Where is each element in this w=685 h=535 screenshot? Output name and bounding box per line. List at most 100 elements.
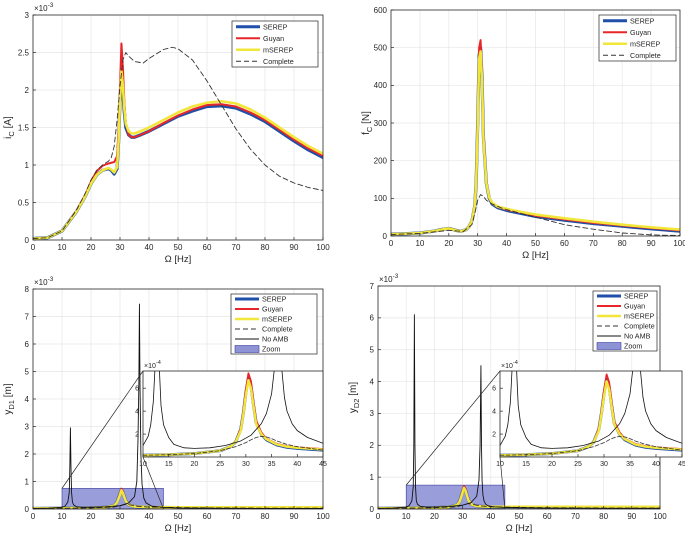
chart-ic-ytick-label: 0 <box>25 236 30 245</box>
chart-yd2-legend-box <box>592 290 658 352</box>
chart-yd2-inset-ytick-label: 6 <box>492 386 496 393</box>
chart-yd1-legend-label: SEREP <box>262 295 287 304</box>
chart-ic-legend-label: SEREP <box>263 22 288 31</box>
chart-yd1-ytick-label: 2 <box>25 450 30 459</box>
chart-yd2-zoom-connector <box>405 370 501 486</box>
chart-yd2-inset-xtick-label: 30 <box>600 461 608 468</box>
chart-yd1-inset-ytick-label: 2 <box>135 432 139 439</box>
chart-ic-ytick-label: 1 <box>25 161 30 170</box>
chart-ic-legend-box <box>231 20 319 68</box>
chart-yd2-ytick-label: 2 <box>370 441 375 450</box>
chart-yd1-xtick-label: 80 <box>261 512 270 521</box>
chart-fc-legend-label: Guyan <box>630 28 651 37</box>
chart-fc-line-complete <box>391 194 680 236</box>
chart-yd2-inset-ytick-label: 4 <box>492 409 496 416</box>
chart-fc-xtick-label: 50 <box>531 239 540 248</box>
chart-yd2-multiplier: ×10-3 <box>379 273 399 284</box>
chart-ic-ytick-label: 0.5 <box>18 198 30 207</box>
chart-fc-ytick-label: 600 <box>374 6 388 15</box>
chart-fc-xtick-label: 70 <box>589 239 598 248</box>
chart-yd2-ytick-label: 4 <box>370 377 375 386</box>
chart-yd2-inset-xtick-label: 25 <box>574 461 582 468</box>
chart-yd1-legend-box <box>230 293 318 355</box>
chart-yd2-inset: 10 15 20 25 30 35 40 45 2 4 6 ×10-4 <box>492 360 685 468</box>
chart-fc: 0 10 20 30 40 50 60 70 80 90 100 0 100 200 300 400 500 60… <box>361 6 685 261</box>
chart-yd1-ytick-label: 7 <box>25 312 30 321</box>
chart-yd2-zoom-connector <box>499 456 506 510</box>
chart-ic-ytick-label: 3 <box>25 11 30 20</box>
chart-fc-ylabel: fC [N] <box>361 111 374 135</box>
chart-fc-xtick-label: 80 <box>618 239 627 248</box>
chart-yd1-inset-ytick-label: 6 <box>135 386 139 393</box>
chart-yd2-legend-label: Complete <box>624 322 655 331</box>
chart-yd1-multiplier: ×10-3 <box>34 276 54 287</box>
chart-yd2-inset-multiplier: ×10-4 <box>501 360 518 370</box>
chart-yd2-inset-ytick-label: 2 <box>492 432 496 439</box>
chart-yd2-inset-line-no-amb <box>500 371 682 449</box>
chart-yd1-legend-swatch-zoom <box>234 345 260 353</box>
chart-yd1-xtick-label: 70 <box>232 512 241 521</box>
chart-fc-line-mserep <box>391 50 680 236</box>
chart-ic-ytick-label: 2.5 <box>18 48 30 57</box>
chart-yd2-ytick-label: 3 <box>370 409 375 418</box>
chart-yd2-xtick-label: 20 <box>430 512 439 521</box>
chart-yd1-legend-label: Guyan <box>262 305 283 314</box>
chart-yd1-legend-label: mSEREP <box>262 315 293 324</box>
chart-fc-xlabel: Ω [Hz] <box>522 250 549 261</box>
chart-ic-ylabel: iC [A] <box>3 116 16 139</box>
chart-ic-line-complete <box>33 46 323 239</box>
chart-ic-series-group <box>33 42 323 240</box>
chart-yd1-ytick-label: 4 <box>25 395 30 404</box>
chart-fc-xtick-label: 30 <box>473 239 482 248</box>
chart-yd2-legend-label: No AMB <box>624 332 651 341</box>
chart-yd1-inset: 10 15 20 25 30 35 40 45 2 4 6 ×10-4 <box>135 360 327 468</box>
chart-yd1-inset-xtick-label: 20 <box>191 461 199 468</box>
chart-yd1-inset-frame <box>142 370 324 458</box>
chart-yd1-inset-xtick-label: 30 <box>242 461 250 468</box>
chart-yd1-inset-multiplier: ×10-4 <box>144 360 161 370</box>
chart-fc-series-group <box>391 39 680 236</box>
chart-yd1-xtick-label: 0 <box>31 512 36 521</box>
chart-ic-xtick-label: 50 <box>174 243 183 252</box>
chart-yd1-ytick-label: 6 <box>25 340 30 349</box>
chart-yd2-legend-label: Guyan <box>624 302 645 311</box>
chart-fc-xtick-label: 0 <box>389 239 394 248</box>
chart-fc-xtick-label: 40 <box>502 239 511 248</box>
chart-yd1-zoom-connector <box>61 370 144 489</box>
chart-yd1-line-no-amb <box>33 303 323 509</box>
chart-ic-xlabel: Ω [Hz] <box>165 254 192 265</box>
chart-ic-xtick-label: 70 <box>232 243 241 252</box>
chart-ic-multiplier: ×10-3 <box>34 2 54 13</box>
chart-ic-xtick-label: 10 <box>58 243 67 252</box>
chart-yd2-inset-xtick-label: 20 <box>548 461 556 468</box>
chart-fc-xtick-label: 10 <box>415 239 424 248</box>
chart-yd1-xtick-label: 40 <box>145 512 154 521</box>
chart-yd2-xtick-label: 0 <box>376 512 381 521</box>
chart-yd1-xtick-label: 30 <box>116 512 125 521</box>
chart-fc-ytick-label: 400 <box>374 81 388 90</box>
chart-ic-xtick-label: 40 <box>145 243 154 252</box>
chart-fc-xtick-label: 100 <box>673 239 685 248</box>
chart-yd2-inset-xtick-label: 35 <box>626 461 634 468</box>
chart-yd1-xtick-label: 50 <box>174 512 183 521</box>
chart-fc-ytick-label: 200 <box>374 156 388 165</box>
chart-fc-ytick-label: 0 <box>383 232 388 241</box>
chart-yd2-xtick-label: 80 <box>599 512 608 521</box>
chart-yd1-inset-line-complete <box>143 435 323 456</box>
chart-yd2-ytick-label: 7 <box>370 282 375 291</box>
chart-yd2-ytick-label: 5 <box>370 346 375 355</box>
chart-ic-xtick-label: 80 <box>261 243 270 252</box>
chart-yd1-legend-label: Zoom <box>262 345 280 354</box>
chart-yd1-ytick-label: 3 <box>25 422 30 431</box>
chart-yd1-xlabel: Ω [Hz] <box>165 523 192 534</box>
chart-fc-ytick-label: 300 <box>374 119 388 128</box>
chart-yd1-inset-line-mserep <box>143 378 323 457</box>
chart-yd1-ytick-label: 8 <box>25 285 30 294</box>
chart-yd2-xlabel: Ω [Hz] <box>506 523 533 534</box>
chart-yd1-ytick-label: 5 <box>25 367 30 376</box>
chart-yd2-xtick-label: 100 <box>653 512 667 521</box>
chart-yd2-legend-label: SEREP <box>624 292 649 301</box>
chart-yd2-inset-line-complete <box>500 435 682 456</box>
chart-yd2-xtick-label: 70 <box>571 512 580 521</box>
